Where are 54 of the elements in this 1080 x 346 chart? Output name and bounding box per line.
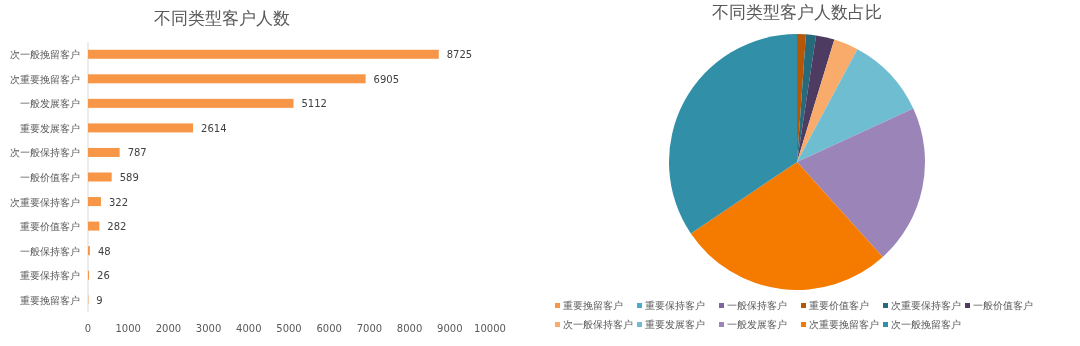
x-tick-label: 5000 — [276, 323, 302, 334]
x-tick-label: 8000 — [396, 323, 423, 334]
data-label: 9 — [96, 294, 103, 306]
chart-title: 不同类型客户人数 — [154, 8, 290, 28]
data-label: 26 — [97, 270, 110, 282]
bar — [88, 123, 194, 133]
legend-label: 一般价值客户 — [973, 300, 1033, 311]
legend-label: 次重要保持客户 — [891, 300, 961, 311]
y-tick-label: 次重要保持客户 — [10, 196, 80, 208]
legend-label: 次一般保持客户 — [563, 319, 633, 330]
bar — [88, 49, 439, 59]
legend-label: 一般保持客户 — [727, 300, 787, 311]
x-tick-label: 2000 — [155, 323, 182, 334]
legend-label: 重要价值客户 — [809, 300, 869, 311]
legend-label: 一般发展客户 — [727, 319, 787, 330]
data-label: 5112 — [301, 98, 327, 110]
x-tick-label: 4000 — [236, 323, 262, 334]
bar — [88, 221, 100, 231]
y-tick-label: 重要发展客户 — [20, 122, 80, 134]
y-tick-label: 一般价值客户 — [20, 172, 80, 183]
y-tick-label: 一般发展客户 — [20, 98, 80, 110]
data-label: 8725 — [446, 49, 473, 61]
chart-title: 不同类型客户人数占比 — [712, 2, 882, 22]
bar — [88, 197, 101, 207]
x-tick-label: 9000 — [437, 323, 463, 334]
data-label: 589 — [119, 172, 139, 183]
legend-label: 重要发展客户 — [645, 319, 705, 330]
y-tick-label: 一般保持客户 — [20, 245, 80, 257]
legend-label: 次重要挽留客户 — [809, 319, 879, 330]
x-tick-label: 3000 — [195, 323, 222, 334]
legend-label: 次一般挽留客户 — [891, 319, 961, 330]
y-tick-label: 次重要挽留客户 — [10, 73, 80, 85]
legend-label: 重要挽留客户 — [563, 300, 623, 311]
bar — [88, 74, 366, 84]
data-label: 787 — [127, 147, 147, 159]
data-label: 322 — [108, 196, 129, 208]
y-tick-label: 重要价值客户 — [20, 221, 80, 233]
x-tick-label: 1000 — [115, 323, 141, 334]
y-tick-label: 次一般保持客户 — [10, 147, 80, 159]
data-label: 282 — [107, 221, 127, 233]
data-label: 2614 — [201, 122, 227, 134]
y-tick-label: 重要保持客户 — [20, 270, 80, 282]
bar — [88, 172, 112, 182]
y-tick-label: 次一般挽留客户 — [10, 49, 80, 61]
data-label: 6905 — [373, 73, 400, 85]
x-tick-label: 10000 — [474, 323, 506, 334]
x-tick-label: 0 — [84, 323, 92, 334]
data-label: 48 — [97, 245, 111, 257]
x-tick-label: 7000 — [356, 323, 383, 334]
legend-label: 重要保持客户 — [645, 300, 705, 311]
bar — [88, 98, 294, 108]
y-tick-label: 重要挽留客户 — [20, 294, 80, 306]
bar — [88, 147, 120, 157]
x-tick-label: 6000 — [316, 323, 342, 334]
